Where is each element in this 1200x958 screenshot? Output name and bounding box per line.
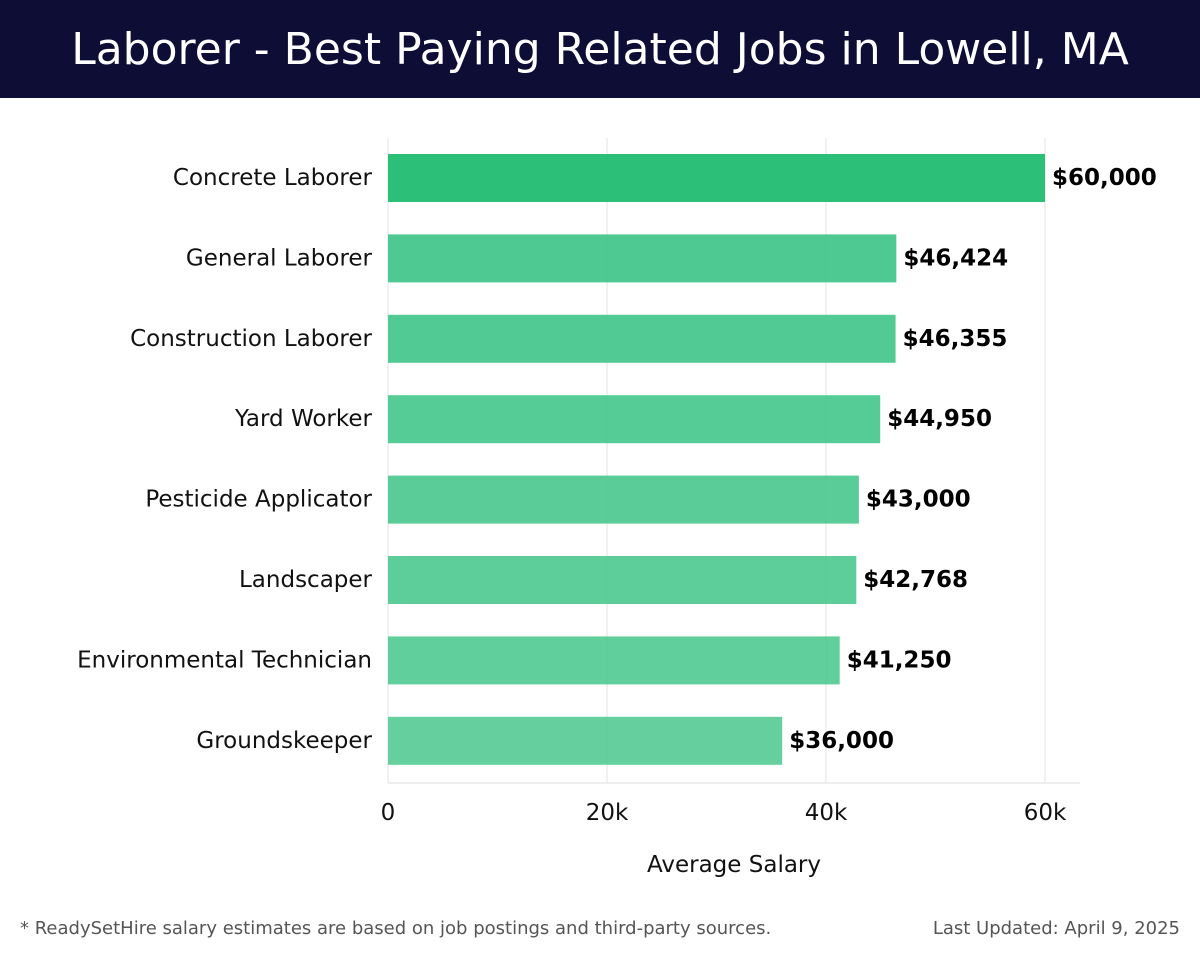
value-label: $60,000: [1052, 165, 1157, 191]
bar: [388, 154, 1045, 202]
bar: [388, 475, 859, 524]
bar: [388, 314, 896, 363]
header-banner: Laborer - Best Paying Related Jobs in Lo…: [0, 0, 1200, 98]
bar: [388, 234, 897, 283]
value-label: $43,000: [866, 487, 971, 513]
last-updated: Last Updated: April 9, 2025: [932, 918, 1180, 939]
value-label: $44,950: [887, 406, 992, 432]
value-label: $42,768: [863, 567, 968, 593]
x-tick-label: 20k: [586, 800, 629, 826]
category-label: Groundskeeper: [196, 728, 372, 754]
value-label: $36,000: [789, 728, 894, 754]
category-label: Environmental Technician: [77, 647, 372, 673]
bar: [388, 395, 881, 444]
page-title: Laborer - Best Paying Related Jobs in Lo…: [71, 23, 1129, 75]
category-label: General Laborer: [186, 245, 373, 271]
value-label: $46,355: [903, 326, 1008, 352]
value-label: $46,424: [903, 245, 1008, 271]
category-label: Pesticide Applicator: [145, 487, 372, 513]
x-tick-label: 0: [381, 800, 396, 826]
footer-note: * ReadySetHire salary estimates are base…: [20, 918, 772, 939]
x-axis-title: Average Salary: [647, 852, 821, 878]
category-label: Landscaper: [239, 567, 373, 593]
category-label: Construction Laborer: [130, 326, 372, 352]
bar-chart: Concrete Laborer $60,000 General Laborer $4…: [77, 138, 1157, 878]
x-tick-label: 40k: [805, 800, 848, 826]
x-tick-label: 60k: [1024, 800, 1067, 826]
value-label: $41,250: [847, 647, 952, 673]
category-label: Yard Worker: [234, 406, 373, 432]
bar: [388, 556, 857, 604]
category-label: Concrete Laborer: [173, 165, 373, 191]
bar: [388, 636, 840, 685]
bar: [388, 716, 783, 765]
